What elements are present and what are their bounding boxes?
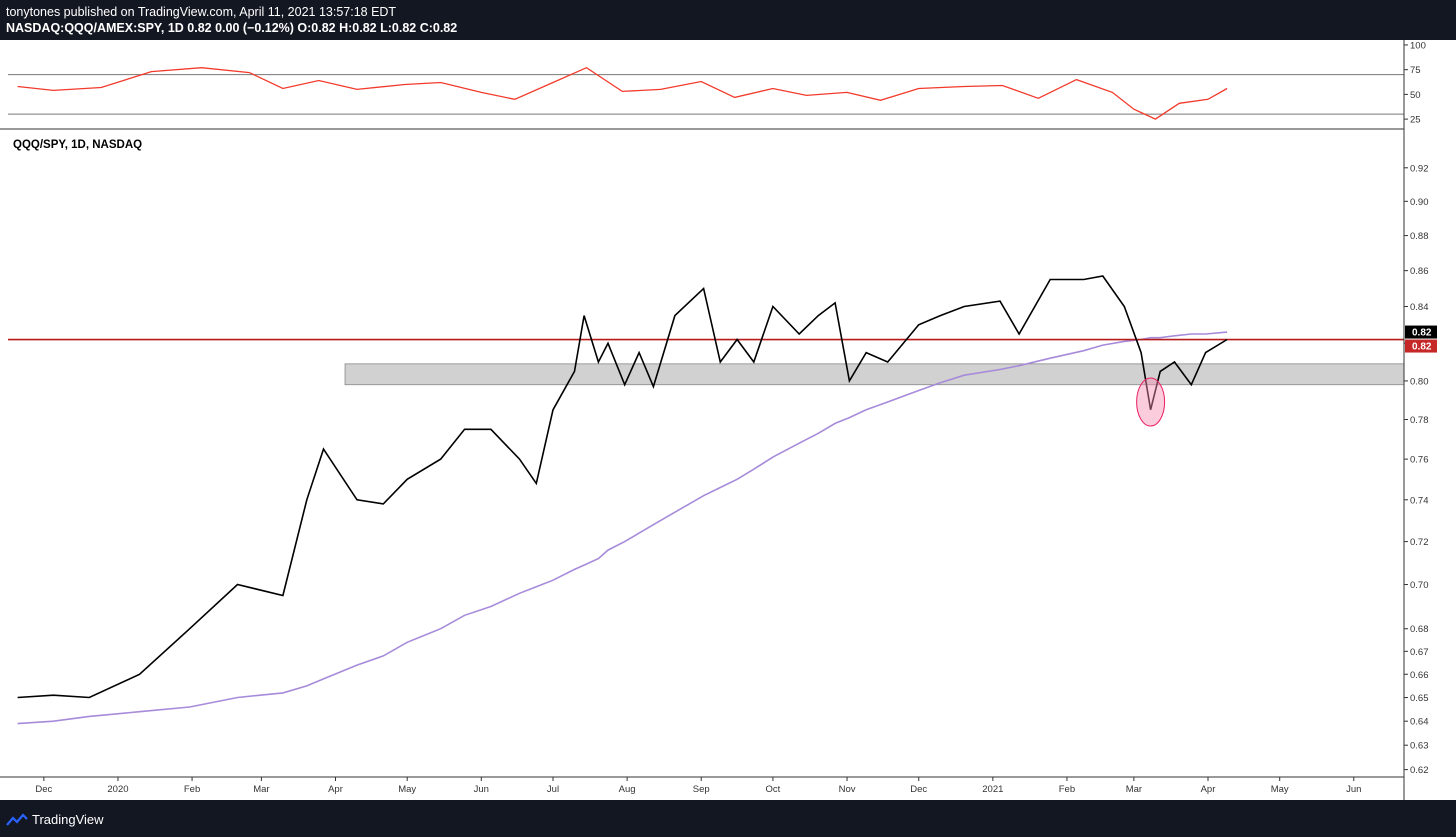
price-tick-label: 0.68 [1410,624,1429,635]
price-tick-label: 0.90 [1410,197,1429,208]
time-tick-label: Dec [910,784,927,795]
time-tick-label: Jun [1346,784,1361,795]
rsi-tick-label: 50 [1410,90,1421,101]
price-tick-label: 0.65 [1410,693,1429,704]
rsi-axis: 100 75 50 25 [1404,40,1426,126]
tradingview-logo-icon [6,813,28,826]
price-tick-label: 0.64 [1410,717,1429,728]
time-tick-label: Mar [1126,784,1142,795]
price-tick-label: 0.86 [1410,266,1429,277]
time-tick-label: Mar [253,784,269,795]
price-tick-label: 0.78 [1410,415,1429,426]
price-tick-label: 0.92 [1410,163,1429,174]
time-tick-label: May [1271,784,1289,795]
rsi-panel: 100 75 50 25 [0,40,1426,130]
time-tick-label: Oct [766,784,781,795]
time-tick-label: Dec [35,784,52,795]
last-value-badge [1405,325,1437,339]
last-value-label: 0.82 [1412,328,1432,339]
price-tick-label: 0.84 [1410,302,1429,313]
time-tick-label: Feb [184,784,200,795]
footer: TradingView [0,802,1456,837]
price-tick-label: 0.80 [1410,376,1429,387]
rsi-line [17,66,1228,120]
support-zone [344,363,1405,386]
highlight-ellipse [1136,377,1166,427]
publish-info: tonytones published on TradingView.com, … [6,5,397,19]
time-tick-label: Aug [619,784,636,795]
chart-area[interactable]: 100 75 50 25 QQQ/SPY, 1D, NASDAQ 0.92 0.90 0.… [0,40,1456,800]
time-tick-label: Jun [474,784,489,795]
rsi-tick-label: 25 [1410,115,1421,126]
time-tick-label: Apr [1201,784,1216,795]
time-tick-label: Nov [839,784,856,795]
price-line [17,275,1228,699]
rsi-tick-label: 75 [1410,65,1421,76]
chart-title: QQQ/SPY, 1D, NASDAQ [13,139,142,151]
main-panel: QQQ/SPY, 1D, NASDAQ 0.92 0.90 0.88 0.86 0.84… [8,139,1437,776]
time-tick-label: Feb [1059,784,1075,795]
time-tick-label: 2021 [982,784,1003,795]
time-tick-label: Jul [547,784,559,795]
price-tick-label: 0.62 [1410,765,1429,776]
price-tick-label: 0.72 [1410,537,1429,548]
price-axis: 0.92 0.90 0.88 0.86 0.84 0.82 0.80 0.78 0.76 0.74… [1404,163,1429,776]
time-tick-label: 2020 [107,784,128,795]
price-tick-label: 0.67 [1410,647,1429,658]
symbol-info: NASDAQ:QQQ/AMEX:SPY, 1D 0.82 0.00 (−0.12… [6,21,458,35]
price-tick-label: 0.63 [1410,741,1429,752]
price-tick-label: 0.88 [1410,231,1429,242]
time-axis: Dec 2020 Feb Mar Apr May Jun Jul Aug Sep Oct Nov Dec… [35,777,1361,795]
price-tick-label: 0.70 [1410,580,1429,591]
chart-header: tonytones published on TradingView.com, … [0,0,1456,40]
last-value-label: 0.82 [1412,342,1432,353]
last-value-labels: 0.82 0.82 [1405,325,1437,353]
time-tick-label: May [398,784,416,795]
price-tick-label: 0.76 [1410,455,1429,466]
footer-brand: TradingView [32,812,104,827]
time-tick-label: Sep [693,784,710,795]
moving-average-line [17,331,1228,725]
price-tick-label: 0.66 [1410,670,1429,681]
last-value-badge [1405,339,1437,353]
time-tick-label: Apr [328,784,343,795]
rsi-tick-label: 100 [1410,40,1426,51]
price-tick-label: 0.74 [1410,495,1429,506]
